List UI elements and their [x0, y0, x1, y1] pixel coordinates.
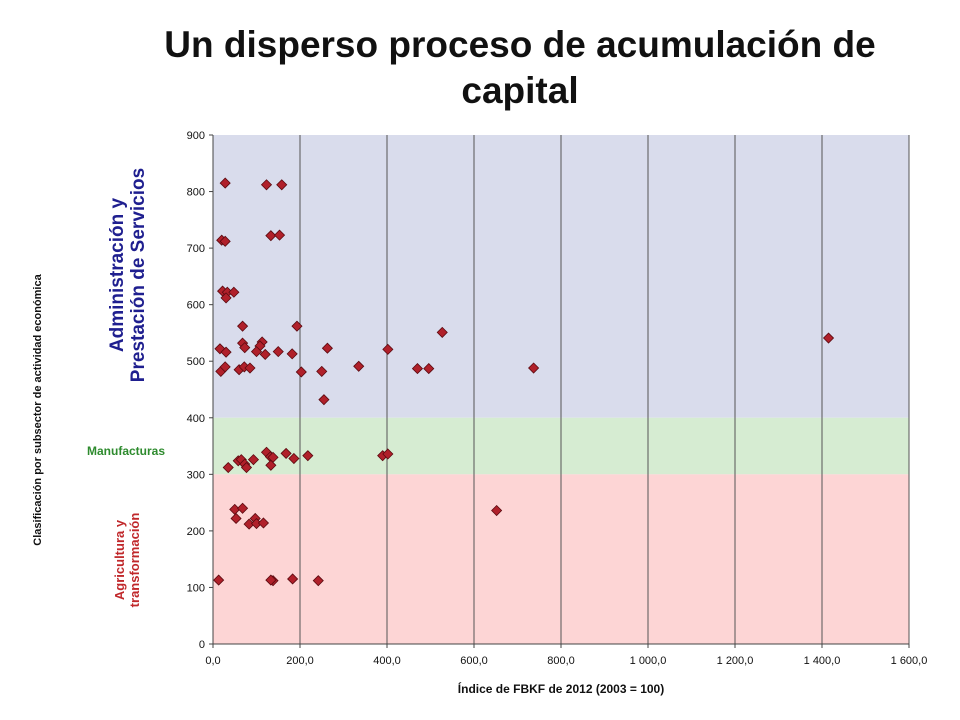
data-point — [219, 177, 231, 189]
y-tick-label: 900 — [187, 130, 205, 142]
data-point — [312, 575, 324, 587]
y-tick-labels: 0 100 200 300 400 500 600 700 800 900 — [187, 130, 213, 651]
data-point — [528, 362, 540, 374]
data-point — [219, 361, 231, 373]
data-point — [423, 363, 435, 375]
data-point — [257, 517, 270, 529]
y-axis-label: Clasificación por subsector de actividad… — [32, 274, 44, 546]
y-tick-label: 0 — [199, 639, 205, 651]
data-point — [240, 461, 253, 474]
band-label-manufacturing: Manufacturas — [87, 444, 166, 458]
data-point — [295, 366, 307, 378]
data-point — [220, 346, 232, 358]
x-tick-label: 0,0 — [205, 655, 220, 667]
data-point — [411, 363, 424, 375]
y-tick-label: 800 — [187, 187, 205, 199]
grid-lines — [299, 135, 910, 644]
data-point — [230, 512, 242, 525]
chart-title: Un disperso proceso de acumulación de ca… — [164, 24, 876, 111]
x-axis-label: Índice de FBKF de 2012 (2003 = 100) — [457, 682, 665, 696]
y-tick-label: 600 — [187, 300, 205, 312]
y-tick-label: 300 — [187, 469, 205, 481]
data-point — [213, 574, 225, 586]
y-tick-label: 500 — [187, 356, 205, 368]
data-point — [265, 574, 277, 586]
data-point — [287, 573, 299, 585]
x-tick-label: 800,0 — [547, 655, 575, 667]
data-points — [213, 177, 835, 587]
data-point — [491, 504, 503, 517]
data-point — [265, 459, 277, 471]
data-point — [382, 343, 394, 355]
data-point — [286, 348, 298, 360]
data-point — [260, 179, 273, 191]
data-point — [302, 450, 314, 462]
x-tick-label: 1 600,0 — [891, 655, 928, 667]
y-tick-label: 100 — [187, 582, 205, 594]
x-tick-label: 600,0 — [460, 655, 488, 667]
data-point — [220, 292, 232, 304]
data-point — [321, 342, 333, 354]
data-point — [291, 320, 303, 332]
data-point — [318, 394, 330, 406]
y-tick-label: 400 — [187, 413, 205, 425]
data-point — [259, 348, 271, 361]
data-point — [244, 362, 256, 374]
x-tick-label: 400,0 — [373, 655, 401, 667]
y-tick-label: 200 — [187, 526, 205, 538]
data-point — [272, 346, 284, 358]
x-tick-label: 1 200,0 — [717, 655, 754, 667]
data-point — [382, 448, 394, 460]
data-point — [353, 360, 365, 372]
data-point — [822, 332, 835, 344]
data-point — [239, 342, 251, 354]
data-point — [247, 454, 260, 466]
x-tick-labels: 0,0 200,0 400,0 600,0 800,0 1 000,0 1 200,0 1 4… — [205, 644, 927, 667]
data-point — [288, 452, 300, 465]
data-point — [436, 326, 448, 338]
data-point — [250, 346, 263, 358]
data-point — [222, 461, 234, 474]
data-point — [280, 447, 292, 459]
x-tick-label: 1 000,0 — [630, 655, 667, 667]
data-point — [228, 286, 240, 298]
data-point — [316, 365, 328, 377]
data-point — [273, 229, 286, 241]
data-point — [265, 230, 277, 242]
y-tick-label: 700 — [187, 243, 205, 255]
band-label-agriculture: Agricultura y transformación — [112, 512, 142, 608]
band-label-services: Administración y Prestación de Servicios — [107, 167, 149, 383]
data-point — [237, 320, 249, 332]
data-point — [276, 179, 288, 191]
x-tick-label: 200,0 — [286, 655, 314, 667]
data-point — [237, 502, 249, 514]
x-tick-label: 1 400,0 — [804, 655, 841, 667]
data-point — [219, 235, 231, 247]
